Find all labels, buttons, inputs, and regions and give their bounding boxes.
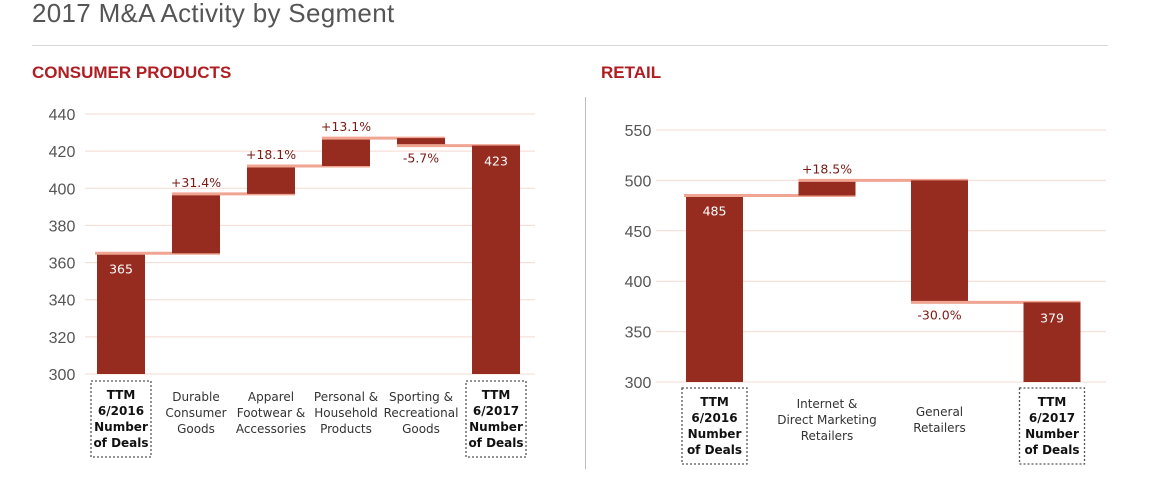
retail-category-label: 6/2017 (1029, 411, 1075, 425)
retail-y-tick-label: 450 (625, 224, 652, 241)
retail-category-label: Retailers (913, 421, 965, 435)
retail-category-label: Retailers (801, 429, 853, 443)
cp-bar (397, 138, 445, 146)
retail-category-label: Internet & (797, 397, 858, 411)
cp-category-label: Durable (172, 390, 219, 404)
chart-divider (585, 97, 586, 469)
cp-bar-value-label: 365 (109, 261, 133, 276)
cp-category-label: Household (314, 406, 378, 420)
retail-bar (1023, 302, 1081, 382)
cp-y-tick-label: 380 (49, 218, 76, 235)
cp-bar (247, 166, 295, 194)
cp-bar-value-label: 423 (484, 154, 508, 169)
cp-total-label-box (465, 380, 527, 458)
cp-y-tick-label: 420 (49, 144, 76, 161)
cp-bar (97, 253, 145, 374)
retail-change-label: +18.5% (802, 161, 852, 176)
cp-category-label: of Deals (93, 436, 148, 450)
chart-title-consumer-products: CONSUMER PRODUCTS (32, 63, 232, 82)
retail-category-label: of Deals (687, 443, 742, 457)
cp-category-label: Recreational (384, 406, 459, 420)
cp-y-tick-label: 300 (49, 367, 76, 384)
cp-category-label: Consumer (165, 406, 226, 420)
retail-bar (911, 180, 968, 303)
cp-category-label: Personal & (314, 390, 378, 404)
cp-category-label: of Deals (468, 436, 523, 450)
retail-bar-value-label: 485 (703, 204, 727, 219)
retail-change-label: -30.0% (917, 307, 961, 322)
cp-category-label: Products (320, 422, 372, 436)
retail-y-tick-label: 500 (625, 173, 652, 190)
retail-y-tick-label: 300 (625, 375, 652, 392)
retail-category-label: Number (1025, 427, 1079, 441)
cp-y-tick-label: 340 (49, 293, 76, 310)
cp-category-label: Accessories (236, 422, 306, 436)
retail-bar (686, 195, 743, 382)
retail-category-label: Number (688, 427, 742, 441)
cp-y-tick-label: 360 (49, 256, 76, 273)
cp-y-tick-label: 440 (49, 107, 76, 124)
retail-y-tick-label: 350 (625, 325, 652, 342)
cp-change-label: +31.4% (171, 175, 221, 190)
retail-y-tick-label: 550 (625, 123, 652, 140)
cp-category-label: Number (94, 420, 148, 434)
retail-category-label: TTM (1038, 395, 1067, 409)
cp-category-label: 6/2017 (473, 404, 519, 418)
cp-change-label: -5.7% (403, 151, 439, 166)
cp-bar (322, 138, 370, 166)
cp-category-label: TTM (107, 388, 136, 402)
cp-category-label: Number (469, 420, 523, 434)
cp-category-label: Footwear & (237, 406, 306, 420)
cp-total-label-box (90, 380, 152, 458)
cp-category-label: Sporting & (389, 390, 453, 404)
retail-total-label-box (1018, 387, 1086, 465)
cp-y-tick-label: 320 (49, 330, 76, 347)
retail-category-label: 6/2016 (691, 411, 737, 425)
cp-change-label: +18.1% (246, 147, 296, 162)
cp-bar (472, 145, 520, 374)
cp-category-label: Apparel (248, 390, 294, 404)
chart-title-retail: RETAIL (601, 63, 662, 82)
cp-category-label: Goods (177, 422, 215, 436)
retail-y-tick-label: 400 (625, 274, 652, 291)
retail-category-label: General (916, 405, 963, 419)
retail-category-label: TTM (700, 395, 729, 409)
cp-category-label: 6/2016 (98, 404, 144, 418)
retail-category-label: of Deals (1024, 443, 1079, 457)
title-divider (32, 45, 1108, 46)
retail-bar-value-label: 379 (1040, 310, 1064, 325)
cp-bar (172, 193, 220, 254)
page-title: 2017 M&A Activity by Segment (32, 0, 395, 28)
retail-category-label: Direct Marketing (777, 413, 877, 427)
cp-change-label: +13.1% (321, 119, 371, 134)
cp-y-tick-label: 400 (49, 181, 76, 198)
retail-total-label-box (681, 387, 748, 465)
retail-bar (798, 180, 856, 196)
cp-category-label: Goods (402, 422, 440, 436)
cp-category-label: TTM (482, 388, 511, 402)
